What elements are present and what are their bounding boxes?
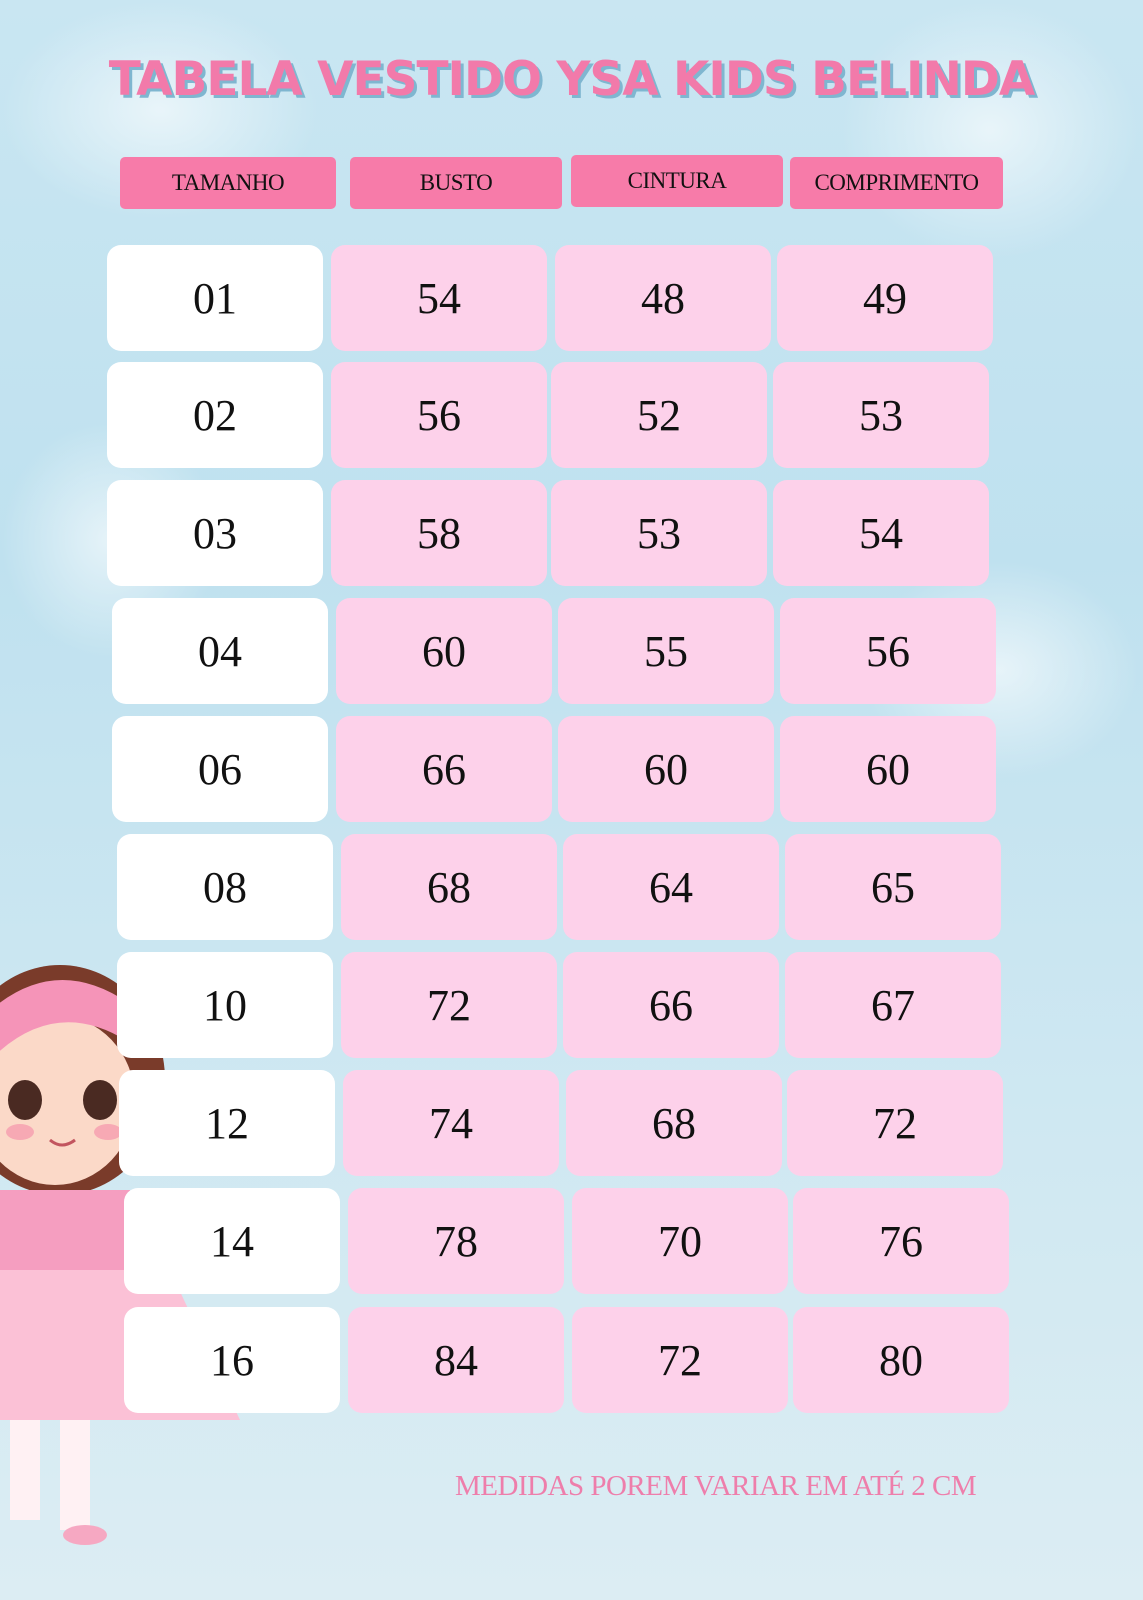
- cell-busto: 78: [348, 1188, 564, 1294]
- cell-tamanho: 16: [124, 1307, 340, 1413]
- measurement-note: MEDIDAS POREM VARIAR EM ATÉ 2 CM: [455, 1470, 977, 1502]
- cell-comprimento: 53: [773, 362, 989, 468]
- cell-busto: 72: [341, 952, 557, 1058]
- cell-tamanho: 03: [107, 480, 323, 586]
- cell-busto: 84: [348, 1307, 564, 1413]
- page-title: TABELA VESTIDO YSA KIDS BELINDA: [108, 52, 1035, 107]
- cell-comprimento: 49: [777, 245, 993, 351]
- cell-tamanho: 10: [117, 952, 333, 1058]
- cell-cintura: 48: [555, 245, 771, 351]
- cell-tamanho: 02: [107, 362, 323, 468]
- cell-comprimento: 76: [793, 1188, 1009, 1294]
- cell-tamanho: 14: [124, 1188, 340, 1294]
- header-busto: BUSTO: [350, 157, 562, 209]
- cell-cintura: 66: [563, 952, 779, 1058]
- cell-busto: 66: [336, 716, 552, 822]
- cell-cintura: 60: [558, 716, 774, 822]
- cell-cintura: 53: [551, 480, 767, 586]
- cell-busto: 58: [331, 480, 547, 586]
- cell-cintura: 55: [558, 598, 774, 704]
- cell-tamanho: 06: [112, 716, 328, 822]
- header-tamanho: TAMANHO: [120, 157, 336, 209]
- cell-cintura: 70: [572, 1188, 788, 1294]
- cell-comprimento: 80: [793, 1307, 1009, 1413]
- header-comprimento: COMPRIMENTO: [790, 157, 1003, 209]
- cell-busto: 60: [336, 598, 552, 704]
- cell-comprimento: 65: [785, 834, 1001, 940]
- cloud: [840, 0, 1140, 260]
- cell-comprimento: 54: [773, 480, 989, 586]
- cell-comprimento: 60: [780, 716, 996, 822]
- header-cintura: CINTURA: [571, 155, 783, 207]
- cell-tamanho: 08: [117, 834, 333, 940]
- cell-cintura: 72: [572, 1307, 788, 1413]
- cell-cintura: 68: [566, 1070, 782, 1176]
- cell-comprimento: 56: [780, 598, 996, 704]
- cell-comprimento: 67: [785, 952, 1001, 1058]
- cell-busto: 56: [331, 362, 547, 468]
- cell-cintura: 52: [551, 362, 767, 468]
- cell-comprimento: 72: [787, 1070, 1003, 1176]
- cell-tamanho: 04: [112, 598, 328, 704]
- cell-busto: 68: [341, 834, 557, 940]
- cell-busto: 74: [343, 1070, 559, 1176]
- cell-tamanho: 12: [119, 1070, 335, 1176]
- cell-cintura: 64: [563, 834, 779, 940]
- cell-busto: 54: [331, 245, 547, 351]
- cell-tamanho: 01: [107, 245, 323, 351]
